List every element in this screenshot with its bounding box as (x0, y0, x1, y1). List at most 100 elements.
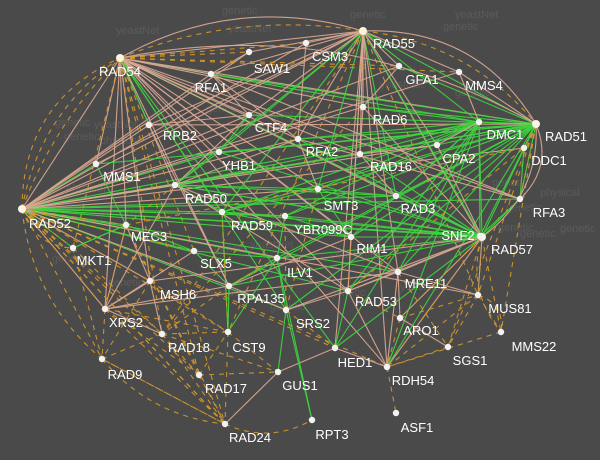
edge-physical[interactable] (334, 30, 364, 349)
edge-physical[interactable] (148, 114, 250, 126)
node-rad18[interactable] (158, 330, 166, 338)
edge-physical[interactable] (297, 42, 307, 140)
edge-genetic[interactable] (174, 184, 481, 237)
edge-genetic[interactable] (436, 123, 537, 146)
arc-edge-yeastNet[interactable] (21, 57, 121, 210)
edge-yeastNet[interactable] (198, 331, 229, 376)
node-asf1[interactable] (392, 409, 400, 417)
edge-genetic[interactable] (395, 121, 480, 197)
edge-yeastNet[interactable] (101, 333, 163, 360)
edge-genetic[interactable] (284, 121, 480, 217)
edge-physical[interactable] (149, 280, 163, 335)
edge-physical[interactable] (297, 138, 521, 200)
edge-yeastNet[interactable] (21, 208, 127, 226)
edge-physical[interactable] (359, 144, 438, 155)
node-rad59[interactable] (218, 208, 226, 216)
edge-physical[interactable] (149, 236, 483, 282)
node-rpt3[interactable] (308, 416, 316, 424)
edge-genetic[interactable] (359, 153, 483, 238)
node-gus1[interactable] (274, 368, 282, 376)
edge-genetic[interactable] (479, 198, 521, 237)
node-rim1[interactable] (347, 233, 355, 241)
edge-genetic[interactable] (334, 236, 483, 349)
edge-yeastNet[interactable] (347, 147, 525, 292)
edge-yeastNet[interactable] (119, 42, 307, 59)
edge-physical[interactable] (21, 30, 364, 210)
edge-genetic[interactable] (398, 65, 537, 125)
edge-physical[interactable] (21, 71, 460, 210)
node-layer[interactable] (18, 27, 540, 428)
edge-physical[interactable] (248, 30, 364, 116)
edge-physical[interactable] (458, 71, 480, 123)
edge-physical[interactable] (95, 30, 364, 165)
edge-physical[interactable] (119, 57, 521, 200)
edge-yeastNet[interactable] (386, 366, 397, 414)
edge-physical[interactable] (334, 347, 388, 368)
edge-physical[interactable] (347, 290, 388, 368)
edge-yeastNet[interactable] (399, 294, 479, 319)
edge-yeastNet[interactable] (101, 308, 106, 360)
node-rpa135[interactable] (225, 282, 233, 290)
edge-physical[interactable] (21, 42, 307, 210)
edge-yeastNet[interactable] (21, 208, 103, 360)
edge-genetic[interactable] (284, 123, 537, 217)
edge-genetic[interactable] (397, 123, 537, 273)
edge-physical[interactable] (21, 144, 438, 210)
edge-physical[interactable] (397, 271, 401, 319)
node-csm3[interactable] (302, 39, 310, 47)
edge-yeastNet[interactable] (161, 331, 229, 335)
node-rpb2[interactable] (145, 121, 153, 129)
arc-edge-physical[interactable] (119, 44, 537, 125)
edge-physical[interactable] (104, 285, 230, 310)
edge-yeastNet[interactable] (101, 358, 226, 425)
edge-physical[interactable] (347, 236, 352, 292)
arc-edge-yeastNet[interactable] (119, 24, 364, 59)
node-mms4[interactable] (455, 68, 463, 76)
edge-genetic[interactable] (317, 188, 352, 238)
node-cpa2[interactable] (433, 141, 441, 149)
node-rad54[interactable] (116, 54, 124, 62)
node-mms22[interactable] (497, 328, 505, 336)
edge-physical[interactable] (148, 30, 364, 126)
edge-physical[interactable] (119, 57, 127, 226)
node-rad55[interactable] (359, 27, 367, 35)
node-ddc1[interactable] (520, 144, 528, 152)
edge-physical[interactable] (362, 30, 400, 67)
edge-yeastNet[interactable] (21, 208, 74, 249)
edge-yeastNet[interactable] (21, 208, 151, 282)
edge-yeastNet[interactable] (21, 208, 200, 376)
node-slx5[interactable] (190, 247, 198, 255)
edge-genetic[interactable] (277, 309, 287, 373)
edge-genetic[interactable] (362, 30, 480, 123)
edge-genetic[interactable] (386, 121, 480, 368)
edge-yeastNet[interactable] (101, 358, 226, 425)
edge-physical[interactable] (399, 236, 483, 319)
edge-genetic[interactable] (227, 257, 278, 333)
edge-genetic[interactable] (221, 30, 364, 213)
node-rad51[interactable] (532, 120, 540, 128)
edge-physical[interactable] (119, 30, 364, 59)
edge-physical[interactable] (95, 57, 121, 165)
edge-physical[interactable] (21, 57, 121, 210)
edge-yeastNet[interactable] (21, 208, 106, 310)
edge-genetic[interactable] (72, 224, 127, 249)
edge-genetic[interactable] (297, 121, 480, 140)
edge-physical[interactable] (174, 138, 299, 186)
edge-yeastNet[interactable] (198, 371, 279, 376)
edge-yeastNet[interactable] (161, 106, 364, 335)
node-rad6[interactable] (359, 103, 367, 111)
edge-physical[interactable] (119, 57, 319, 190)
edge-genetic[interactable] (218, 114, 250, 153)
edge-yeastNet[interactable] (125, 224, 200, 376)
edge-yeastNet[interactable] (119, 57, 460, 73)
edge-genetic[interactable] (221, 121, 480, 213)
edge-yeastNet[interactable] (523, 123, 537, 149)
edge-genetic[interactable] (362, 106, 480, 123)
edge-genetic[interactable] (347, 121, 480, 292)
edge-yeastNet[interactable] (161, 285, 230, 335)
edge-genetic[interactable] (284, 215, 352, 238)
edge-yeastNet[interactable] (221, 211, 229, 333)
edge-physical[interactable] (228, 236, 352, 287)
edge-physical[interactable] (21, 73, 212, 210)
